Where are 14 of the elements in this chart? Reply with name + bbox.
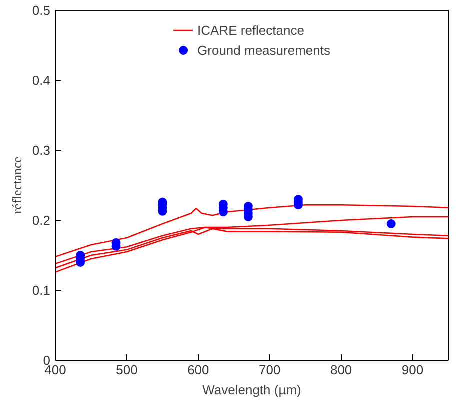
x-tick-label: 800 [330, 362, 352, 378]
y-tick-label: 0.1 [32, 283, 51, 298]
x-tick-label: 700 [259, 362, 281, 378]
x-tick-label: 900 [402, 362, 424, 378]
y-tick-label: 0.5 [32, 3, 51, 18]
y-tick-label: 0.4 [32, 73, 51, 88]
y-axis-title: réflectance [9, 156, 24, 214]
x-tick-label: 600 [188, 362, 210, 378]
x-axis-title: Wavelength (µm) [202, 382, 302, 398]
y-tick-label: 0.3 [32, 143, 51, 158]
y-tick-label: 0.2 [32, 213, 51, 228]
legend-label: Ground measurements [198, 42, 330, 58]
x-tick-label: 500 [116, 362, 138, 378]
legend-label: ICARE reflectance [198, 22, 304, 38]
